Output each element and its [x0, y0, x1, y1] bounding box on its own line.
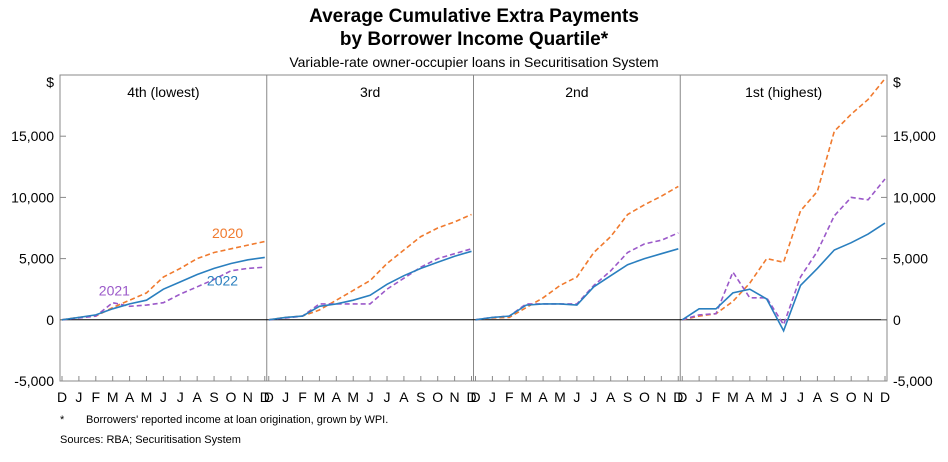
y-tick-label-right: -5,000: [893, 373, 933, 389]
x-tick-label: A: [606, 389, 616, 405]
x-tick-label: N: [656, 389, 666, 405]
x-tick-label: M: [107, 389, 119, 405]
x-tick-label: S: [830, 389, 839, 405]
x-tick-label: D: [260, 389, 270, 405]
x-tick-label: S: [209, 389, 218, 405]
x-tick-label: D: [470, 389, 480, 405]
x-tick-label: M: [314, 389, 326, 405]
x-tick-label: N: [243, 389, 253, 405]
y-unit-label-left: $: [46, 74, 54, 90]
x-tick-label: A: [192, 389, 202, 405]
chart-title-line-2: by Borrower Income Quartile*: [339, 29, 609, 50]
y-tick-label-right: 10,000: [893, 189, 936, 205]
x-tick-label: M: [141, 389, 153, 405]
x-tick-label: J: [797, 389, 804, 405]
x-tick-label: O: [226, 389, 237, 405]
x-tick-label: M: [761, 389, 773, 405]
x-tick-label: J: [384, 389, 391, 405]
y-tick-label-left: 5,000: [19, 251, 54, 267]
x-tick-label: D: [264, 389, 274, 405]
footnote: * Borrowers' reported income at loan orig…: [60, 413, 388, 427]
footnote-mark: *: [60, 414, 65, 426]
x-tick-label: J: [282, 389, 289, 405]
series-label-2022: 2022: [207, 273, 238, 289]
chart-subtitle: Variable-rate owner-occupier loans in Se…: [289, 54, 659, 70]
x-tick-label: O: [846, 389, 857, 405]
x-tick-label: M: [727, 389, 739, 405]
series-line-2021: [61, 266, 265, 321]
y-tick-label-left: 0: [46, 312, 54, 328]
y-tick-label-right: 0: [893, 312, 901, 328]
series-line-2020: [682, 78, 886, 321]
x-tick-label: S: [416, 389, 425, 405]
series-label-2021: 2021: [99, 282, 130, 298]
x-tick-label: O: [639, 389, 650, 405]
x-tick-label: F: [712, 389, 721, 405]
chart-title: Average Cumulative Extra Payments by Bor…: [0, 5, 948, 51]
x-tick-label: A: [125, 389, 135, 405]
series-line-2022: [268, 250, 472, 321]
x-tick-label: M: [520, 389, 532, 405]
x-tick-label: D: [677, 389, 687, 405]
footnote-text: Borrowers' reported income at loan origi…: [86, 414, 389, 426]
series-line-2022: [475, 248, 679, 321]
sources-note: Sources: RBA; Securitisation System: [60, 434, 241, 446]
x-tick-label: J: [696, 389, 703, 405]
x-tick-label: A: [745, 389, 755, 405]
panel-title: 3rd: [360, 84, 380, 100]
y-tick-label-right: 5,000: [893, 251, 928, 267]
x-tick-label: J: [489, 389, 496, 405]
x-tick-label: F: [505, 389, 514, 405]
x-tick-label: F: [298, 389, 307, 405]
x-tick-label: M: [554, 389, 566, 405]
x-tick-label: J: [75, 389, 82, 405]
series-label-2020: 2020: [212, 225, 243, 241]
series-line-2021: [268, 248, 472, 321]
x-tick-label: J: [367, 389, 374, 405]
x-tick-label: D: [57, 389, 67, 405]
x-tick-label: J: [780, 389, 787, 405]
y-tick-label-right: 15,000: [893, 128, 936, 144]
x-tick-label: J: [573, 389, 580, 405]
x-tick-label: J: [177, 389, 184, 405]
panel-title: 2nd: [565, 84, 588, 100]
x-tick-label: A: [813, 389, 823, 405]
y-tick-label-left: -5,000: [14, 373, 54, 389]
x-tick-label: N: [450, 389, 460, 405]
chart-title-line-1: Average Cumulative Extra Payments: [309, 6, 639, 27]
y-unit-label-right: $: [893, 74, 901, 90]
x-tick-label: J: [160, 389, 167, 405]
series-line-2021: [682, 178, 886, 327]
x-tick-label: F: [92, 389, 101, 405]
x-tick-label: D: [880, 389, 890, 405]
x-tick-label: N: [863, 389, 873, 405]
x-tick-label: M: [347, 389, 359, 405]
y-tick-label-left: 15,000: [11, 128, 54, 144]
panel-title: 1st (highest): [745, 84, 822, 100]
y-tick-label-left: 10,000: [11, 189, 54, 205]
x-tick-label: J: [590, 389, 597, 405]
series-line-2020: [475, 185, 679, 321]
x-tick-label: A: [399, 389, 409, 405]
series-line-2022: [61, 256, 265, 321]
x-tick-label: A: [332, 389, 342, 405]
x-tick-label: D: [673, 389, 683, 405]
x-tick-label: O: [432, 389, 443, 405]
panel-title: 4th (lowest): [127, 84, 199, 100]
x-tick-label: A: [538, 389, 548, 405]
x-tick-label: D: [466, 389, 476, 405]
x-tick-label: S: [623, 389, 632, 405]
series-line-2022: [681, 222, 886, 333]
